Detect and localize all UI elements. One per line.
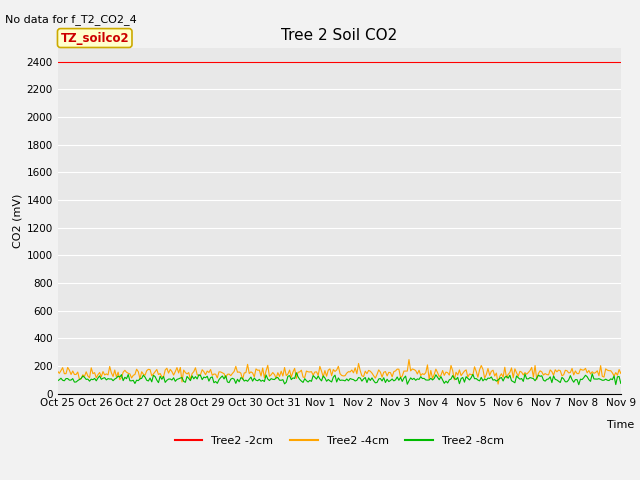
Text: No data for f_T2_CO2_4: No data for f_T2_CO2_4 [5,14,137,25]
Title: Tree 2 Soil CO2: Tree 2 Soil CO2 [281,28,397,43]
X-axis label: Time: Time [607,420,634,430]
Text: TZ_soilco2: TZ_soilco2 [60,32,129,45]
Legend: Tree2 -2cm, Tree2 -4cm, Tree2 -8cm: Tree2 -2cm, Tree2 -4cm, Tree2 -8cm [170,432,508,450]
Y-axis label: CO2 (mV): CO2 (mV) [12,193,22,248]
